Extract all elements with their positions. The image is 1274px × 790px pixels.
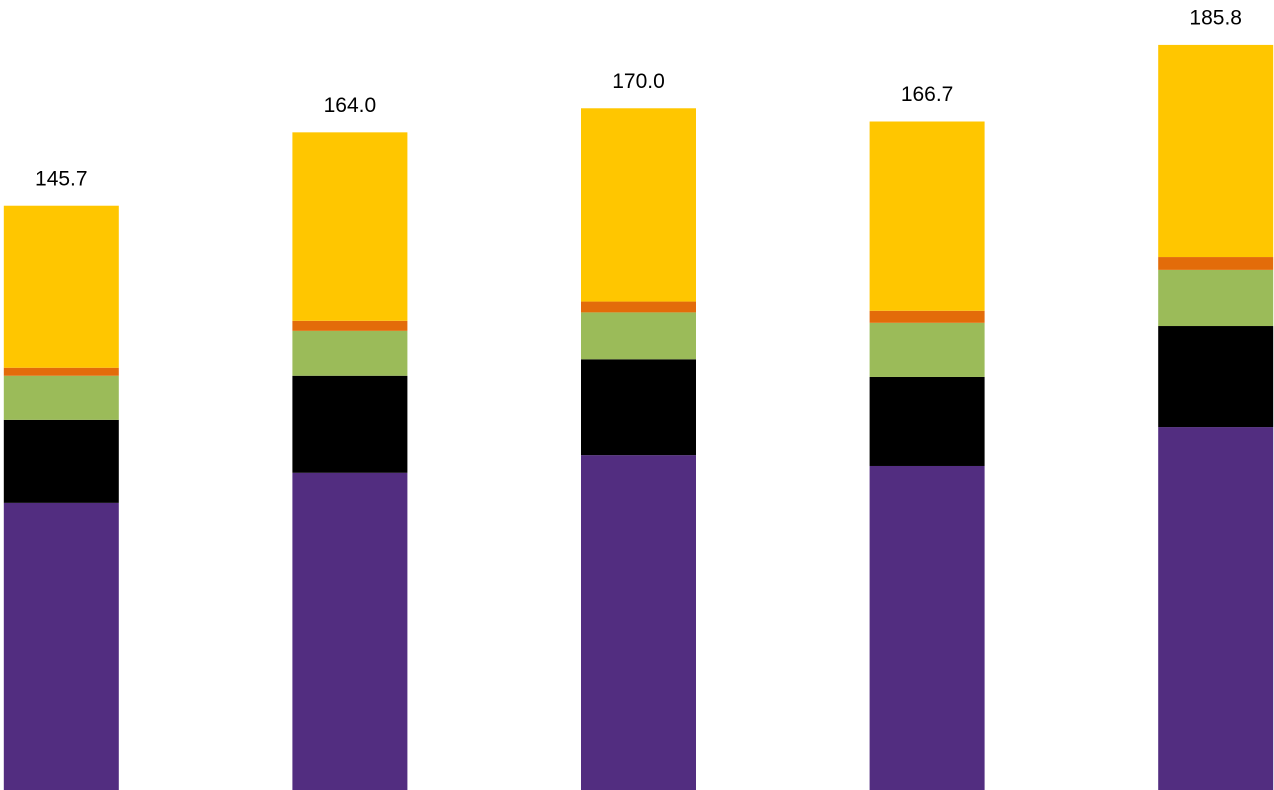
total-label: 185.8	[1189, 6, 1242, 29]
bar-segment	[1158, 257, 1274, 270]
bar-segment	[1158, 269, 1274, 327]
total-label: 170.0	[612, 70, 665, 93]
bar-segment	[3, 367, 119, 376]
bar-segment	[869, 465, 985, 790]
bar-segment	[869, 310, 985, 323]
bar-segment	[581, 301, 696, 313]
bar-segment	[292, 472, 408, 790]
bar-segment	[581, 108, 696, 302]
bar-segment	[3, 419, 119, 503]
bar-segment	[869, 376, 985, 466]
bar-segment	[292, 320, 408, 331]
bar-segment	[1158, 326, 1274, 428]
bar-segment	[869, 322, 985, 377]
bar-segment	[292, 132, 408, 321]
bar-segment	[1158, 427, 1274, 790]
bar-segment	[869, 121, 985, 311]
bar-segment	[581, 312, 696, 360]
bar-segment	[3, 375, 119, 420]
bar-segment	[292, 330, 408, 376]
total-label: 164.0	[324, 94, 377, 117]
bar-segment	[292, 375, 408, 473]
bar-segment	[581, 359, 696, 456]
bar-segment	[581, 455, 696, 790]
total-label: 145.7	[35, 167, 88, 190]
bar-segment	[3, 205, 119, 368]
bar-segment	[3, 502, 119, 790]
total-label: 166.7	[901, 83, 954, 106]
bar-segment	[1158, 44, 1274, 258]
